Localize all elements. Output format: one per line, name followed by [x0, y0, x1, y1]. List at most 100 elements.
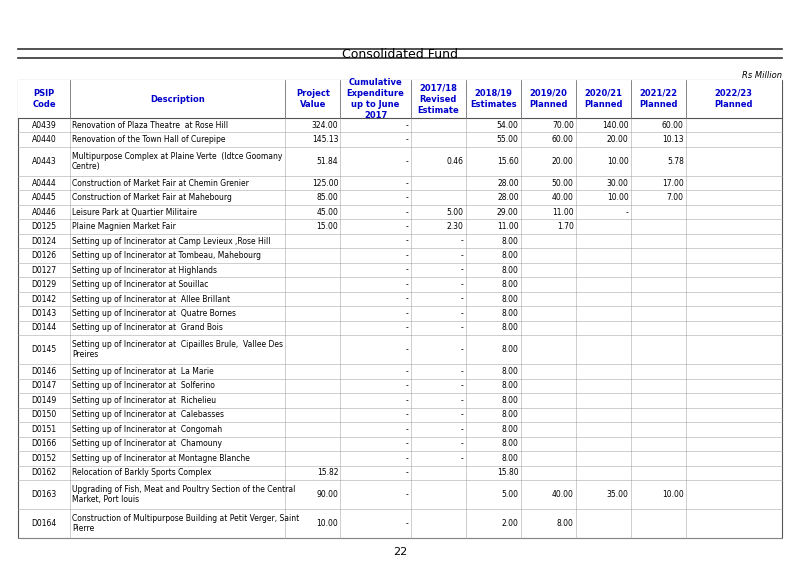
Text: -: -	[406, 410, 409, 419]
Text: 60.00: 60.00	[552, 135, 574, 144]
Text: Setting up of Incinerator at Camp Levieux ,Rose Hill: Setting up of Incinerator at Camp Levieu…	[72, 237, 270, 246]
Text: D0152: D0152	[31, 454, 57, 463]
Text: 10.00: 10.00	[317, 519, 338, 528]
Text: -: -	[406, 324, 409, 332]
Text: 8.00: 8.00	[502, 345, 518, 354]
Text: -: -	[406, 309, 409, 318]
Text: -: -	[406, 396, 409, 405]
Text: -: -	[461, 294, 464, 303]
Text: -: -	[461, 251, 464, 260]
Text: 8.00: 8.00	[502, 237, 518, 246]
Bar	[18, 80, 782, 538]
Text: -: -	[406, 121, 409, 130]
Text: Setting up of Incinerator at  Solferino: Setting up of Incinerator at Solferino	[72, 381, 215, 390]
Text: -: -	[461, 381, 464, 390]
Text: 15.60: 15.60	[497, 157, 518, 166]
Text: D0143: D0143	[31, 309, 57, 318]
Text: -: -	[461, 280, 464, 289]
Text: Setting up of Incinerator at Highlands: Setting up of Incinerator at Highlands	[72, 266, 217, 275]
Text: Consolidated Fund: Consolidated Fund	[342, 47, 458, 60]
Text: -: -	[406, 367, 409, 376]
Text: D0144: D0144	[31, 324, 57, 332]
Text: 15.82: 15.82	[317, 468, 338, 477]
Text: -: -	[406, 381, 409, 390]
Text: 5.78: 5.78	[667, 157, 684, 166]
Text: -: -	[461, 266, 464, 275]
Text: Setting up of Incinerator at Montagne Blanche: Setting up of Incinerator at Montagne Bl…	[72, 454, 250, 463]
Text: 8.00: 8.00	[502, 367, 518, 376]
Text: -: -	[461, 425, 464, 434]
Text: 8.00: 8.00	[502, 410, 518, 419]
Text: 28.00: 28.00	[497, 193, 518, 202]
Text: 140.00: 140.00	[602, 121, 629, 130]
Text: D0151: D0151	[31, 425, 57, 434]
Text: -: -	[406, 490, 409, 499]
Text: 11.00: 11.00	[552, 208, 574, 216]
Text: Setting up of Incinerator at  Chamouny: Setting up of Incinerator at Chamouny	[72, 440, 222, 449]
Text: -: -	[406, 222, 409, 231]
Text: -: -	[406, 440, 409, 449]
Text: -: -	[406, 425, 409, 434]
Text: Construction of Multipurpose Building at Petit Verger, Saint
Pierre: Construction of Multipurpose Building at…	[72, 514, 299, 533]
Text: Rs Million: Rs Million	[742, 71, 782, 80]
Text: D0126: D0126	[31, 251, 57, 260]
Text: Setting up of Incinerator at  Richelieu: Setting up of Incinerator at Richelieu	[72, 396, 216, 405]
Text: 8.00: 8.00	[502, 280, 518, 289]
Text: D0146: D0146	[31, 367, 57, 376]
Text: Renovation of the Town Hall of Curepipe: Renovation of the Town Hall of Curepipe	[72, 135, 226, 144]
Text: 2020/21
Planned: 2020/21 Planned	[584, 89, 622, 109]
Text: PSIP
Code: PSIP Code	[32, 89, 56, 109]
Text: D0124: D0124	[31, 237, 57, 246]
Text: 5.00: 5.00	[502, 490, 518, 499]
Text: Plaine Magnien Market Fair: Plaine Magnien Market Fair	[72, 222, 176, 231]
Text: A0440: A0440	[32, 135, 56, 144]
Text: 145.13: 145.13	[312, 135, 338, 144]
Text: -: -	[461, 324, 464, 332]
Text: Renovation of Plaza Theatre  at Rose Hill: Renovation of Plaza Theatre at Rose Hill	[72, 121, 228, 130]
Text: -: -	[461, 454, 464, 463]
Text: Project
Value: Project Value	[296, 89, 330, 109]
Text: 5.00: 5.00	[446, 208, 464, 216]
Text: 60.00: 60.00	[662, 121, 684, 130]
Text: 8.00: 8.00	[502, 251, 518, 260]
Text: -: -	[461, 367, 464, 376]
Text: A0439: A0439	[32, 121, 56, 130]
Text: 7.00: 7.00	[666, 193, 684, 202]
Text: D0149: D0149	[31, 396, 57, 405]
Text: -: -	[406, 519, 409, 528]
Text: 8.00: 8.00	[557, 519, 574, 528]
Text: 8.00: 8.00	[502, 294, 518, 303]
Text: 54.00: 54.00	[497, 121, 518, 130]
Text: Upgrading of Fish, Meat and Poultry Section of the Central
Market, Port louis: Upgrading of Fish, Meat and Poultry Sect…	[72, 485, 295, 504]
Text: -: -	[461, 396, 464, 405]
Text: 50.00: 50.00	[552, 179, 574, 188]
Text: 0.46: 0.46	[446, 157, 464, 166]
Text: -: -	[406, 208, 409, 216]
Text: A0446: A0446	[32, 208, 56, 216]
Text: Relocation of Barkly Sports Complex: Relocation of Barkly Sports Complex	[72, 468, 211, 477]
Text: Multipurpose Complex at Plaine Verte  (Idtce Goomany
Centre): Multipurpose Complex at Plaine Verte (Id…	[72, 152, 282, 171]
Text: 324.00: 324.00	[312, 121, 338, 130]
Text: -: -	[406, 135, 409, 144]
Text: A0443: A0443	[32, 157, 56, 166]
Text: -: -	[406, 454, 409, 463]
Text: 15.80: 15.80	[497, 468, 518, 477]
Text: 2.30: 2.30	[447, 222, 464, 231]
Text: D0166: D0166	[31, 440, 57, 449]
Text: 70.00: 70.00	[552, 121, 574, 130]
Text: A0444: A0444	[32, 179, 56, 188]
Text: -: -	[406, 294, 409, 303]
Text: Setting up of Incinerator at Souillac: Setting up of Incinerator at Souillac	[72, 280, 208, 289]
Text: 22: 22	[393, 547, 407, 557]
Text: 20.00: 20.00	[552, 157, 574, 166]
Text: -: -	[406, 345, 409, 354]
Text: -: -	[461, 237, 464, 246]
Text: 28.00: 28.00	[497, 179, 518, 188]
Text: 8.00: 8.00	[502, 396, 518, 405]
Text: Construction of Market Fair at Mahebourg: Construction of Market Fair at Mahebourg	[72, 193, 232, 202]
Text: D0145: D0145	[31, 345, 57, 354]
Text: 90.00: 90.00	[317, 490, 338, 499]
Text: 10.00: 10.00	[607, 157, 629, 166]
Text: 45.00: 45.00	[317, 208, 338, 216]
Text: -: -	[406, 157, 409, 166]
